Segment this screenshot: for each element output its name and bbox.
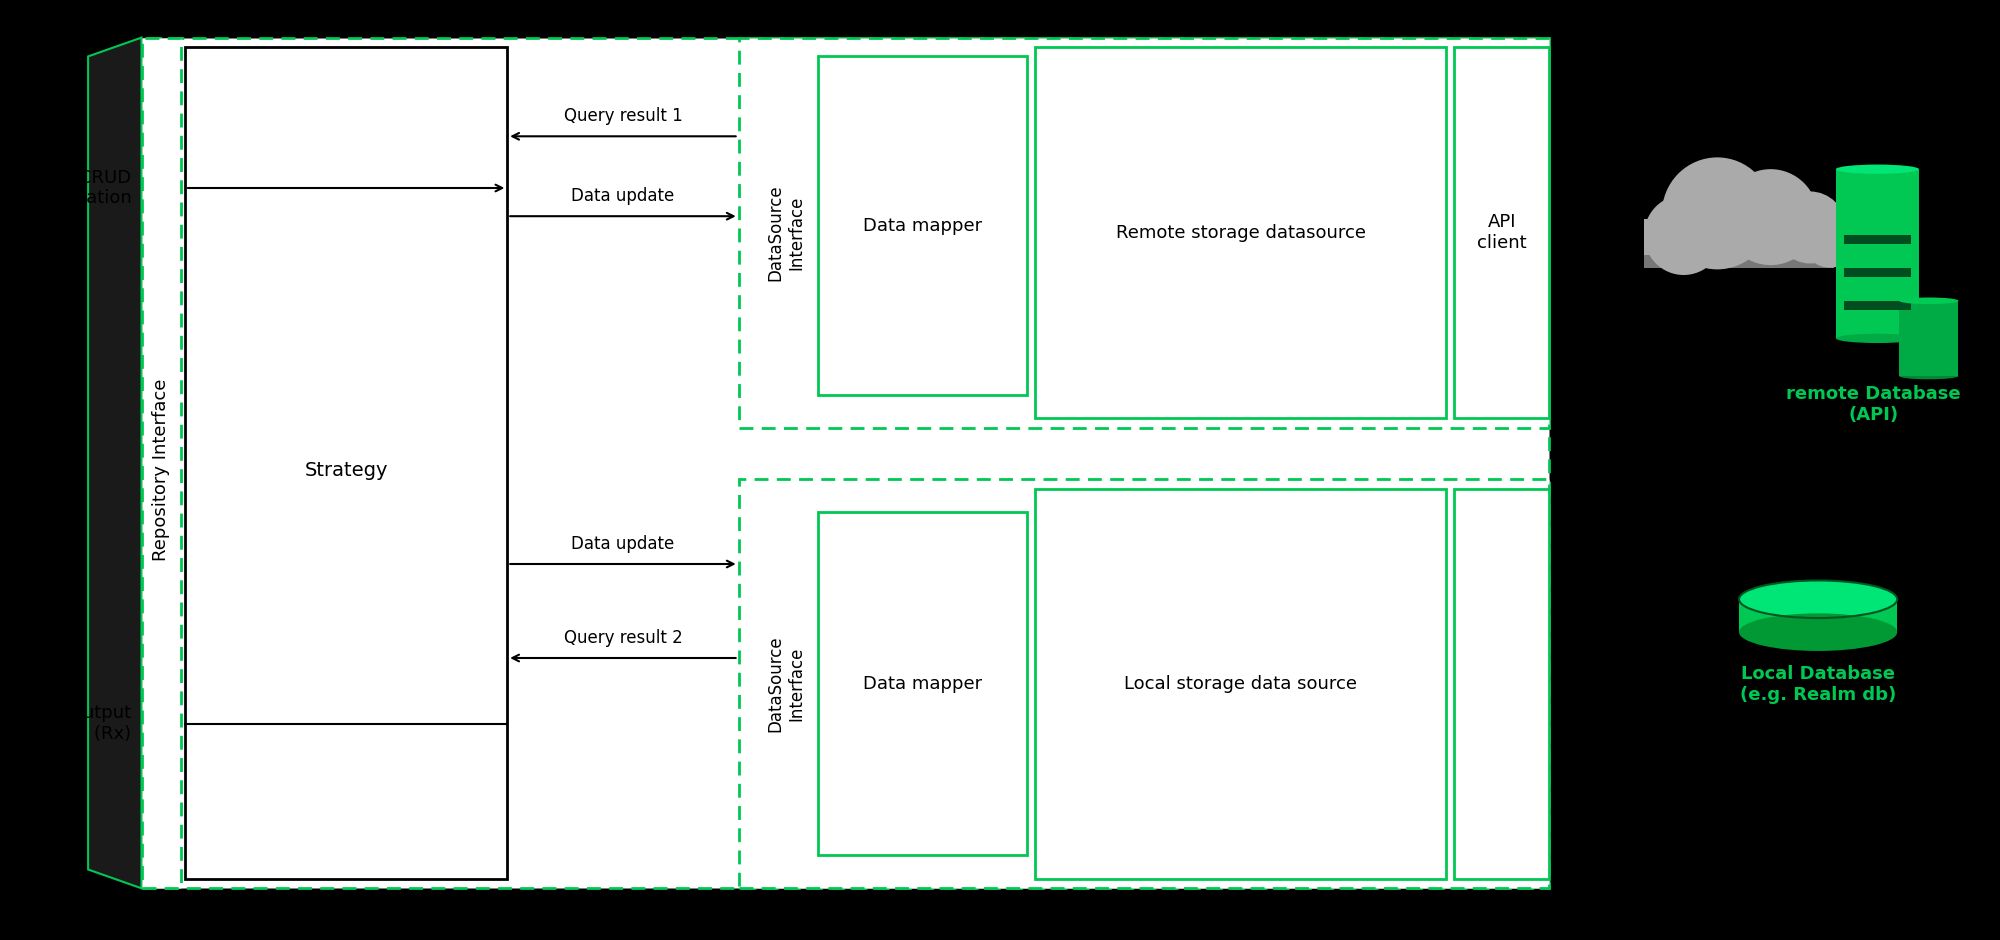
Ellipse shape: [1662, 157, 1772, 270]
Text: Query result 1: Query result 1: [564, 107, 682, 125]
Ellipse shape: [1900, 297, 1958, 305]
Text: Data output
stream (Rx): Data output stream (Rx): [24, 704, 132, 744]
FancyBboxPatch shape: [184, 47, 508, 879]
Ellipse shape: [1836, 164, 1918, 174]
Text: Local Database
(e.g. Realm db): Local Database (e.g. Realm db): [1740, 666, 1896, 704]
Text: remote Database
(API): remote Database (API): [1786, 385, 1960, 424]
FancyBboxPatch shape: [1036, 489, 1446, 879]
FancyBboxPatch shape: [1844, 301, 1912, 310]
FancyBboxPatch shape: [1844, 268, 1912, 277]
Text: Query result 2: Query result 2: [564, 629, 682, 647]
Ellipse shape: [1802, 212, 1858, 268]
Text: Remote storage datasource: Remote storage datasource: [1116, 224, 1366, 242]
FancyBboxPatch shape: [738, 38, 1550, 428]
FancyBboxPatch shape: [1844, 235, 1912, 244]
Ellipse shape: [1774, 192, 1846, 263]
FancyBboxPatch shape: [738, 479, 1550, 888]
FancyBboxPatch shape: [1454, 489, 1550, 879]
Text: Repository Interface: Repository Interface: [152, 379, 170, 561]
Ellipse shape: [1724, 169, 1818, 265]
Text: DataSource
Interface: DataSource Interface: [766, 635, 806, 732]
Text: Data mapper: Data mapper: [862, 675, 982, 693]
FancyBboxPatch shape: [818, 512, 1028, 855]
FancyBboxPatch shape: [1836, 169, 1918, 338]
Text: Strategy: Strategy: [304, 461, 388, 479]
Ellipse shape: [1900, 372, 1958, 380]
FancyBboxPatch shape: [1644, 255, 1834, 268]
Text: Data mapper: Data mapper: [862, 216, 982, 235]
Text: CRUD
operation: CRUD operation: [44, 168, 132, 208]
Text: DataSource
Interface: DataSource Interface: [766, 184, 806, 281]
Ellipse shape: [1740, 581, 1898, 619]
Polygon shape: [88, 38, 142, 888]
FancyBboxPatch shape: [1740, 600, 1898, 633]
FancyBboxPatch shape: [1454, 47, 1550, 418]
FancyBboxPatch shape: [142, 38, 182, 888]
Ellipse shape: [1644, 195, 1724, 275]
Text: Data update: Data update: [572, 187, 674, 205]
FancyBboxPatch shape: [1036, 47, 1446, 418]
Text: Local storage data source: Local storage data source: [1124, 675, 1358, 693]
FancyBboxPatch shape: [142, 38, 1550, 888]
Ellipse shape: [1836, 334, 1918, 343]
FancyBboxPatch shape: [1900, 301, 1958, 376]
FancyBboxPatch shape: [818, 56, 1028, 395]
Text: API
client: API client: [1476, 213, 1526, 252]
Ellipse shape: [1740, 614, 1898, 651]
Text: Data update: Data update: [572, 535, 674, 553]
FancyBboxPatch shape: [1644, 219, 1834, 257]
